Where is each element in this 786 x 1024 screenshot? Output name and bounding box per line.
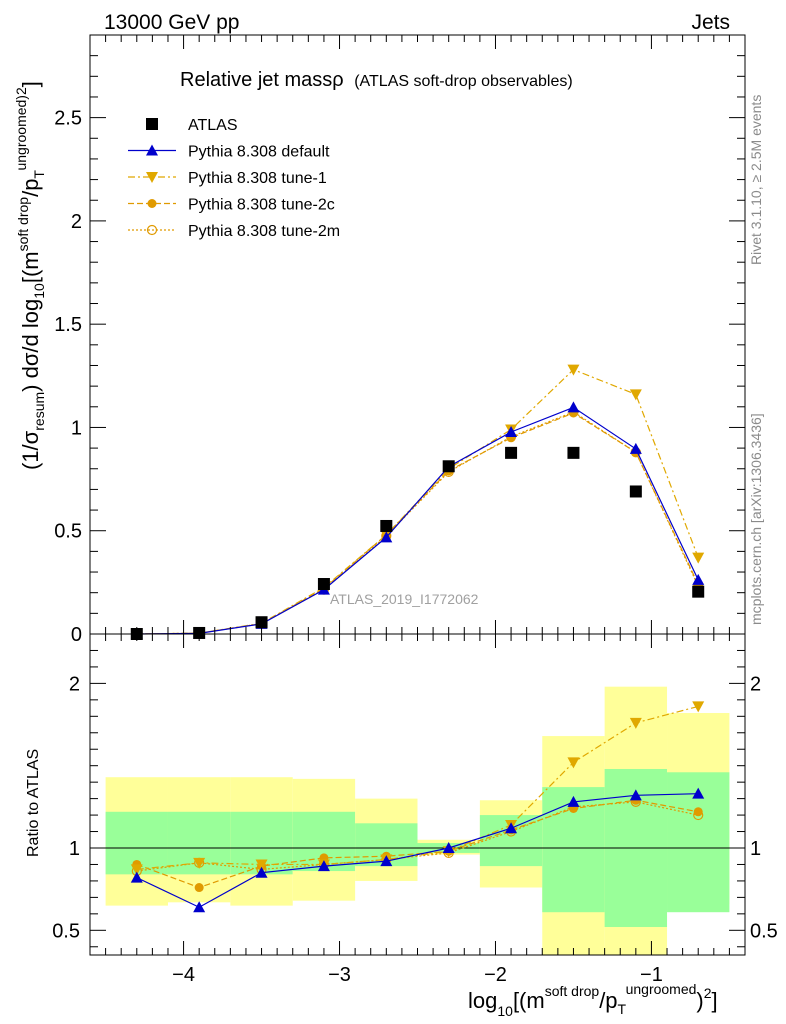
chart-subtitle: (ATLAS soft-drop observables): [354, 73, 572, 90]
point-main-1-4: [380, 531, 393, 543]
point-ratio-1-9: [692, 787, 705, 799]
side-text-top: Rivet 3.1.10, ≥ 2.5M events: [748, 95, 764, 265]
header-left: 13000 GeV pp: [104, 11, 239, 34]
series-0: [130, 446, 705, 640]
y-tick-label-ratio-right: 0.5: [750, 920, 778, 942]
point-ratio-2-0: [130, 864, 143, 876]
point-ratio-1-0: [130, 871, 143, 883]
chart-title: Relative jet massρ (ATLAS soft-drop obse…: [180, 69, 573, 91]
point-main-0-8: [629, 485, 642, 498]
point-main-1-8: [629, 442, 642, 454]
x-tick-label: −4: [172, 964, 195, 986]
x-axis-label: log10[(msoft drop/pTungroomed)2]: [468, 981, 718, 1019]
series-line-ratio-2: [136, 705, 699, 870]
y-tick-label-main: 1.5: [54, 314, 82, 336]
point-main-1-9: [692, 573, 705, 585]
point-main-2-8: [629, 389, 642, 401]
y-tick-label-ratio: 1: [69, 838, 80, 860]
y-tick-label-ratio: 2: [69, 673, 80, 695]
point-ratio-2-9: [692, 701, 705, 713]
y-tick-label-main: 0: [71, 624, 82, 646]
axis-ticks: −4 −3 −2 −1 0 0.5 1 1.5 2 2.5 0.5 0.5 1 1 2 2: [52, 34, 778, 986]
series-line-ratio-3: [136, 799, 699, 889]
series-line-ratio-4: [136, 801, 699, 872]
point-ratio-1-6: [505, 822, 518, 834]
legend-item-0: ATLAS: [146, 117, 238, 134]
y-tick-label-main: 1: [71, 417, 82, 439]
point-ratio-2-2: [255, 859, 268, 871]
legend-label-1: Pythia 8.308 default: [188, 144, 330, 161]
legend: ATLAS Pythia 8.308 default Pythia 8.308 tu…: [128, 117, 340, 240]
point-ratio-1-5: [442, 842, 455, 853]
y-tick-label-main: 2: [71, 211, 82, 233]
point-ratio-1-2: [255, 866, 268, 878]
point-ratio-3-9: [693, 807, 703, 817]
chart-title-main: Relative jet massρ: [180, 69, 344, 91]
legend-label-2: Pythia 8.308 tune-1: [188, 170, 327, 187]
y-tick-label-ratio: 0.5: [52, 920, 80, 942]
point-ratio-1-3: [317, 860, 330, 872]
point-main-0-2: [255, 616, 268, 629]
point-ratio-3-1: [194, 883, 204, 893]
y-axis-label-ratio: Ratio to ATLAS: [25, 749, 42, 857]
point-ratio-2-8: [629, 717, 642, 729]
point-main-1-7: [567, 401, 580, 413]
legend-item-3: Pythia 8.308 tune-2c: [128, 197, 335, 214]
watermark: ATLAS_2019_I1772062: [330, 591, 479, 607]
point-ratio-2-1: [193, 857, 206, 869]
point-main-1-6: [505, 425, 518, 437]
point-ratio-1-4: [380, 855, 393, 867]
legend-marker-3: [147, 199, 157, 208]
legend-marker-2: [146, 172, 158, 183]
legend-marker-4: [146, 224, 158, 236]
point-main-2-9: [692, 552, 705, 564]
legend-label-4: Pythia 8.308 tune-2m: [188, 223, 340, 240]
point-ratio-2-7: [567, 757, 580, 769]
series-layer: [130, 364, 705, 913]
point-ratio-1-1: [193, 901, 206, 913]
point-main-0-5: [442, 460, 455, 473]
point-ratio-1-7: [567, 795, 580, 807]
x-tick-label: −2: [484, 964, 507, 986]
legend-item-4: Pythia 8.308 tune-2m: [128, 223, 340, 240]
point-main-0-6: [505, 446, 518, 459]
legend-marker-1: [146, 144, 158, 156]
y-axis-label-main: (1/σresum) dσ/d log10[(msoft drop/pTungr…: [13, 81, 47, 470]
side-text-bottom: mcplots.cern.ch [arXiv:1306.3436]: [748, 413, 764, 625]
legend-label-3: Pythia 8.308 tune-2c: [188, 197, 335, 214]
y-tick-label-main: 0.5: [54, 521, 82, 543]
x-tick-label: −1: [640, 964, 663, 986]
y-tick-label-ratio-right: 1: [750, 838, 761, 860]
legend-item-2: Pythia 8.308 tune-1: [128, 170, 327, 187]
legend-item-1: Pythia 8.308 default: [128, 144, 330, 161]
uncertainty-bands: [90, 686, 745, 955]
legend-label-0: ATLAS: [188, 117, 238, 134]
point-ratio-1-8: [629, 789, 642, 801]
series-line-ratio-1: [136, 793, 699, 908]
legend-marker-0: [146, 118, 158, 130]
point-main-0-9: [692, 585, 705, 598]
header-right: Jets: [691, 11, 730, 34]
point-main-0-7: [567, 446, 580, 459]
x-tick-label: −3: [328, 964, 351, 986]
y-tick-label-ratio-right: 2: [750, 673, 761, 695]
point-main-0-3: [317, 578, 330, 591]
point-main-0-4: [380, 519, 393, 532]
point-main-2-7: [567, 364, 580, 376]
y-tick-label-main: 2.5: [54, 108, 82, 130]
